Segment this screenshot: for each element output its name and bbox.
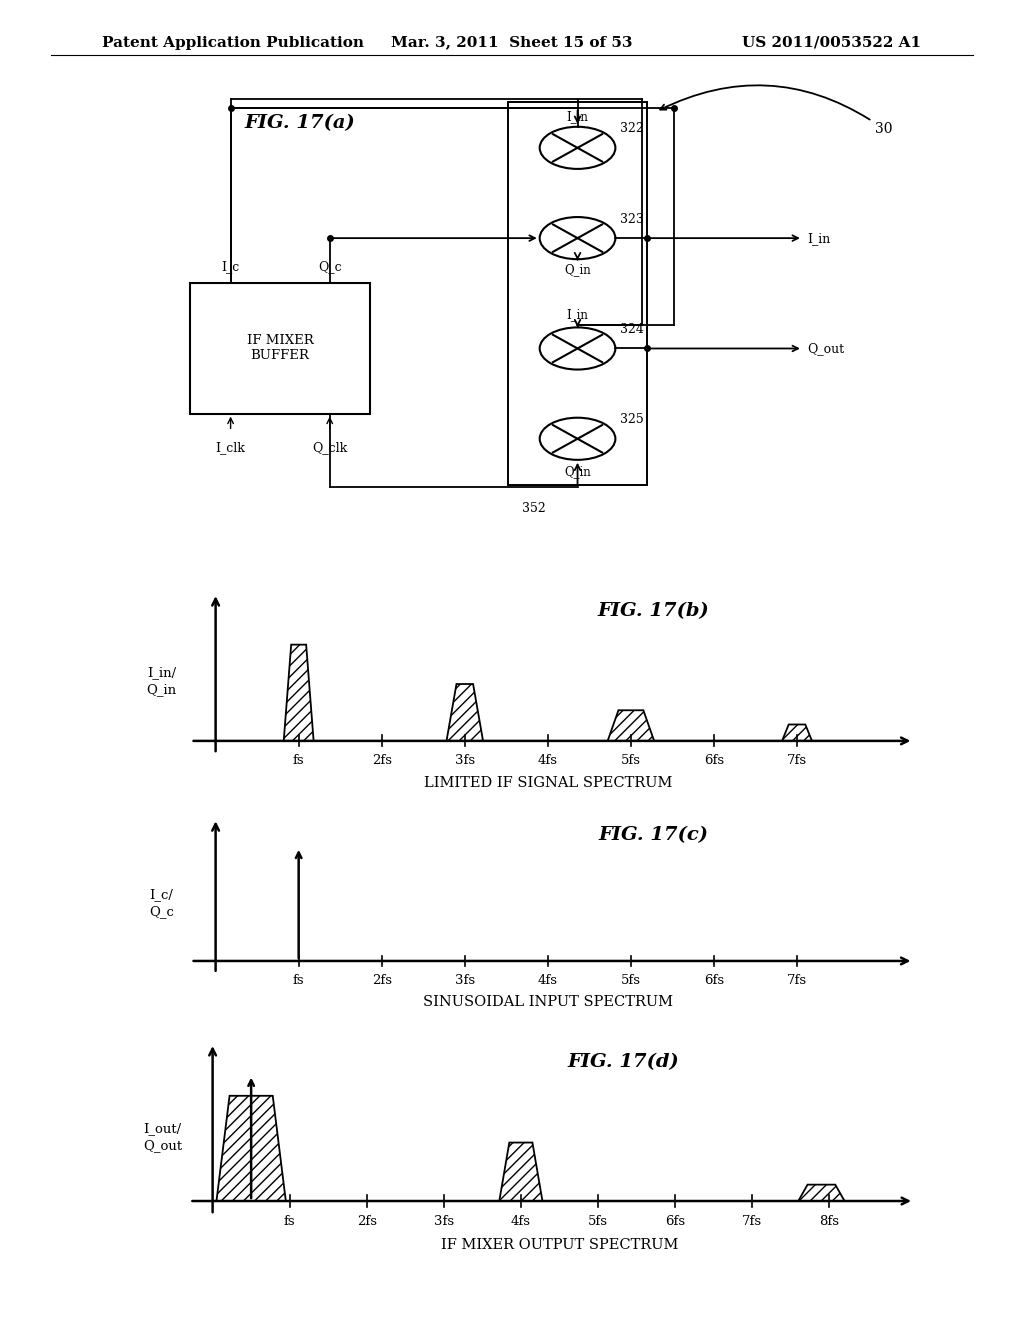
Text: Q_in: Q_in — [564, 465, 591, 478]
Text: 7fs: 7fs — [742, 1214, 762, 1228]
Text: IF MIXER OUTPUT SPECTRUM: IF MIXER OUTPUT SPECTRUM — [440, 1238, 678, 1253]
Text: 30: 30 — [660, 86, 892, 136]
Text: 4fs: 4fs — [511, 1214, 530, 1228]
Text: 6fs: 6fs — [665, 1214, 685, 1228]
Text: I_c: I_c — [221, 260, 240, 273]
Text: 3fs: 3fs — [434, 1214, 454, 1228]
Text: I_clk: I_clk — [216, 441, 246, 454]
Polygon shape — [446, 684, 483, 741]
Text: fs: fs — [293, 974, 304, 986]
Text: 4fs: 4fs — [538, 974, 558, 986]
Polygon shape — [216, 1096, 286, 1201]
Text: FIG. 17(d): FIG. 17(d) — [568, 1053, 680, 1071]
Bar — [508, 102, 647, 484]
Text: 6fs: 6fs — [703, 974, 724, 986]
Text: 4fs: 4fs — [538, 754, 558, 767]
Text: Q_in: Q_in — [564, 263, 591, 276]
Text: I_out/
Q_out: I_out/ Q_out — [143, 1122, 182, 1152]
Text: FIG. 17(b): FIG. 17(b) — [597, 602, 710, 620]
Text: I_in: I_in — [807, 231, 830, 244]
Text: 5fs: 5fs — [621, 754, 641, 767]
Polygon shape — [799, 1184, 845, 1201]
Text: I_c/
Q_c: I_c/ Q_c — [150, 888, 174, 917]
Polygon shape — [500, 1143, 543, 1201]
Bar — [190, 284, 371, 413]
Text: Q_clk: Q_clk — [312, 441, 347, 454]
Text: FIG. 17(a): FIG. 17(a) — [244, 114, 355, 132]
Text: fs: fs — [284, 1214, 296, 1228]
Text: fs: fs — [293, 754, 304, 767]
Text: 2fs: 2fs — [372, 754, 392, 767]
Text: 3fs: 3fs — [455, 754, 475, 767]
Text: I_in: I_in — [566, 309, 589, 321]
Text: LIMITED IF SIGNAL SPECTRUM: LIMITED IF SIGNAL SPECTRUM — [424, 776, 672, 789]
Text: I_in: I_in — [566, 110, 589, 123]
Text: SINUSOIDAL INPUT SPECTRUM: SINUSOIDAL INPUT SPECTRUM — [423, 995, 673, 1008]
Text: FIG. 17(c): FIG. 17(c) — [598, 826, 709, 845]
Text: 2fs: 2fs — [356, 1214, 377, 1228]
Text: 5fs: 5fs — [621, 974, 641, 986]
Text: US 2011/0053522 A1: US 2011/0053522 A1 — [742, 36, 922, 50]
Text: 324: 324 — [620, 323, 644, 337]
Text: 8fs: 8fs — [819, 1214, 839, 1228]
Text: Patent Application Publication: Patent Application Publication — [102, 36, 365, 50]
Polygon shape — [284, 644, 313, 741]
Text: I_in/
Q_in: I_in/ Q_in — [146, 665, 177, 696]
Text: Q_out: Q_out — [807, 342, 845, 355]
Text: 3fs: 3fs — [455, 974, 475, 986]
Text: 325: 325 — [620, 413, 644, 426]
Text: 6fs: 6fs — [703, 754, 724, 767]
Text: 352: 352 — [521, 503, 546, 516]
Text: 7fs: 7fs — [787, 974, 807, 986]
Text: Mar. 3, 2011  Sheet 15 of 53: Mar. 3, 2011 Sheet 15 of 53 — [391, 36, 633, 50]
Text: IF MIXER
BUFFER: IF MIXER BUFFER — [247, 334, 313, 363]
Text: 323: 323 — [620, 213, 644, 226]
Text: 322: 322 — [620, 123, 644, 136]
Text: 5fs: 5fs — [588, 1214, 608, 1228]
Text: 2fs: 2fs — [372, 974, 392, 986]
Text: Q_c: Q_c — [317, 260, 342, 273]
Polygon shape — [607, 710, 654, 741]
Text: 7fs: 7fs — [787, 754, 807, 767]
Polygon shape — [782, 725, 812, 741]
